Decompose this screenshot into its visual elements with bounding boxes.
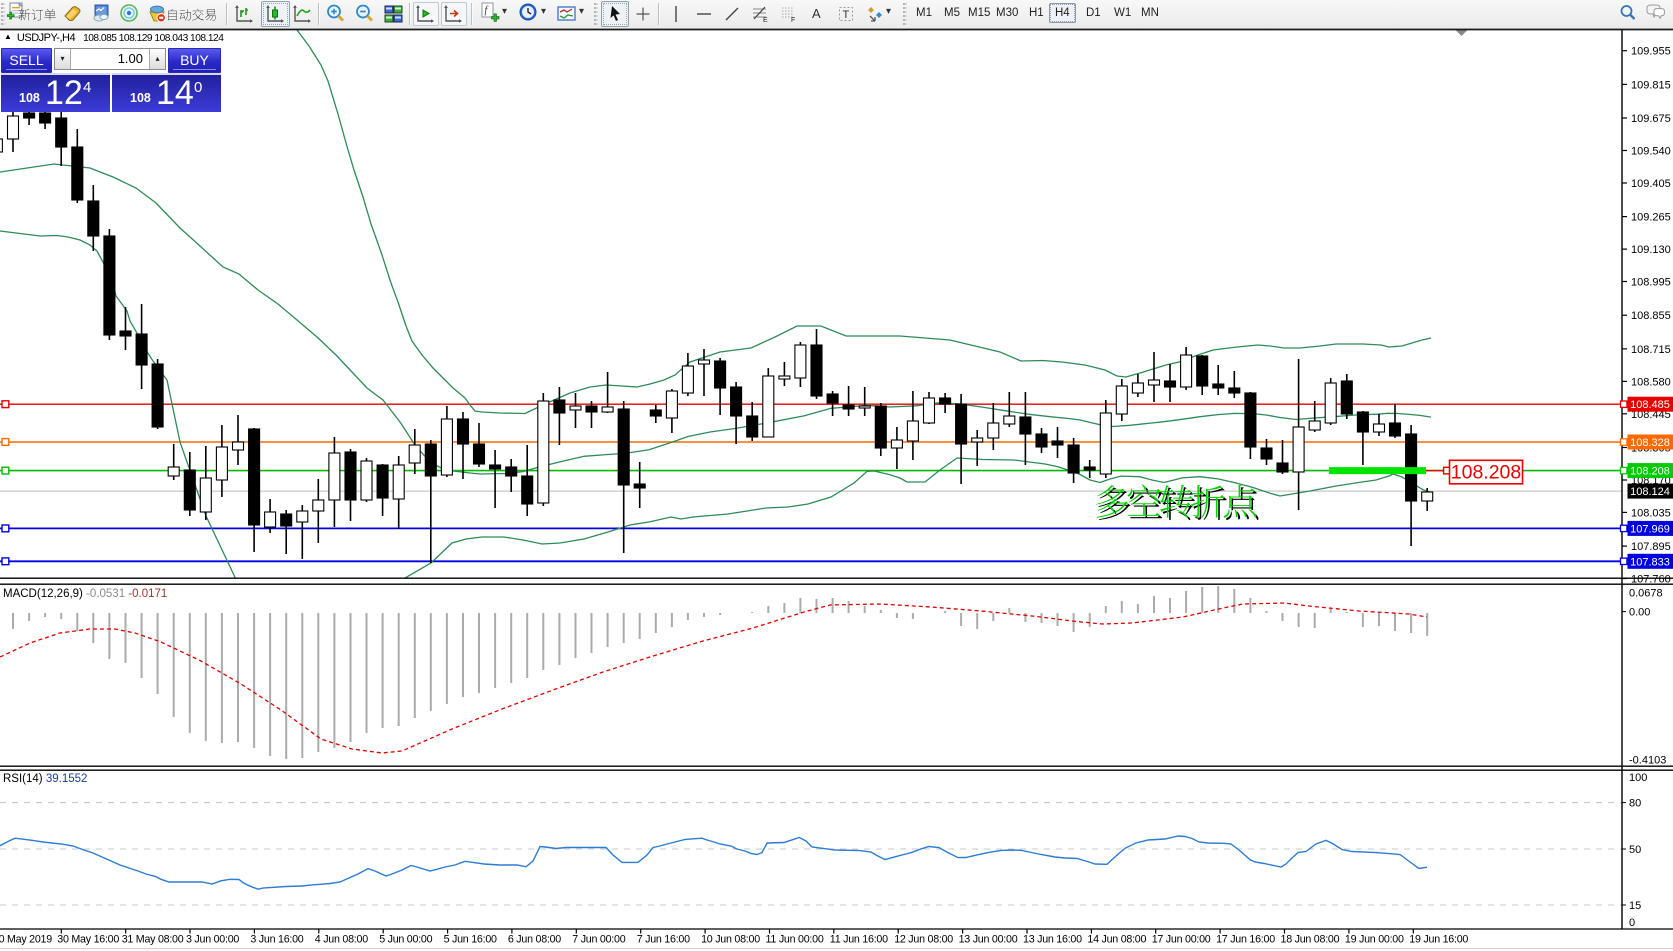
svg-text:108.995: 108.995	[1631, 277, 1671, 289]
svg-text:5 Jun 16:00: 5 Jun 16:00	[444, 934, 497, 946]
svg-text:A: A	[812, 6, 821, 21]
svg-text:3 Jun 16:00: 3 Jun 16:00	[250, 934, 303, 946]
svg-text:7 Jun 16:00: 7 Jun 16:00	[637, 934, 690, 946]
svg-text:109.265: 109.265	[1631, 212, 1671, 224]
svg-text:6 Jun 08:00: 6 Jun 08:00	[508, 934, 561, 946]
svg-text:109.955: 109.955	[1631, 46, 1671, 58]
svg-text:108.035: 108.035	[1631, 507, 1671, 519]
svg-text:13 Jun 00:00: 13 Jun 00:00	[959, 934, 1018, 946]
svg-text:RSI(14) 39.1552: RSI(14) 39.1552	[3, 773, 87, 785]
svg-text:108.580: 108.580	[1631, 376, 1671, 388]
svg-text:30 May 16:00: 30 May 16:00	[57, 934, 119, 946]
svg-text:0.00: 0.00	[1629, 607, 1650, 619]
svg-text:107.895: 107.895	[1631, 541, 1671, 553]
svg-text:14 Jun 08:00: 14 Jun 08:00	[1087, 934, 1146, 946]
svg-text:108.855: 108.855	[1631, 310, 1671, 322]
svg-text:13 Jun 16:00: 13 Jun 16:00	[1023, 934, 1082, 946]
svg-text:109.540: 109.540	[1631, 146, 1671, 158]
svg-text:0: 0	[1629, 917, 1635, 929]
svg-text:108.124: 108.124	[1630, 486, 1670, 498]
svg-text:11 Jun 16:00: 11 Jun 16:00	[830, 934, 888, 946]
svg-text:7 Jun 00:00: 7 Jun 00:00	[572, 934, 625, 946]
svg-text:108.485: 108.485	[1630, 399, 1670, 411]
svg-text:3 Jun 00:00: 3 Jun 00:00	[186, 934, 239, 946]
svg-text:15: 15	[1629, 900, 1641, 912]
svg-text:F: F	[791, 17, 795, 24]
svg-text:50: 50	[1629, 844, 1641, 856]
svg-text:107.833: 107.833	[1630, 556, 1670, 568]
svg-text:108.715: 108.715	[1631, 344, 1671, 356]
svg-text:19 Jun 00:00: 19 Jun 00:00	[1345, 934, 1404, 946]
svg-text:107.969: 107.969	[1630, 523, 1670, 535]
svg-text:MACD(12,26,9) -0.0531 -0.0171: MACD(12,26,9) -0.0531 -0.0171	[3, 588, 167, 600]
svg-text:12 Jun 08:00: 12 Jun 08:00	[894, 934, 953, 946]
svg-text:108.208: 108.208	[1451, 461, 1522, 483]
svg-text:109.130: 109.130	[1631, 244, 1671, 256]
svg-text:109.405: 109.405	[1631, 178, 1671, 190]
svg-text:108.328: 108.328	[1630, 437, 1670, 449]
svg-text:0.0678: 0.0678	[1629, 588, 1663, 600]
svg-text:11 Jun 00:00: 11 Jun 00:00	[766, 934, 824, 946]
svg-text:17 Jun 00:00: 17 Jun 00:00	[1152, 934, 1211, 946]
svg-text:80: 80	[1629, 798, 1641, 810]
svg-text:109.815: 109.815	[1631, 79, 1671, 91]
svg-text:5 Jun 00:00: 5 Jun 00:00	[379, 934, 432, 946]
svg-text:T: T	[843, 9, 850, 21]
svg-text:19 Jun 16:00: 19 Jun 16:00	[1409, 934, 1468, 946]
svg-text:108.445: 108.445	[1631, 409, 1671, 421]
svg-text:18 Jun 08:00: 18 Jun 08:00	[1281, 934, 1340, 946]
svg-text:30 May 2019: 30 May 2019	[0, 934, 52, 946]
svg-text:109.675: 109.675	[1631, 113, 1671, 125]
svg-text:100: 100	[1629, 772, 1647, 784]
svg-text:31 May 08:00: 31 May 08:00	[122, 934, 184, 946]
svg-text:10 Jun 08:00: 10 Jun 08:00	[701, 934, 760, 946]
svg-text:108.208: 108.208	[1630, 466, 1670, 478]
svg-text:E: E	[763, 17, 768, 24]
svg-text:17 Jun 16:00: 17 Jun 16:00	[1216, 934, 1275, 946]
svg-text:-0.4103: -0.4103	[1629, 755, 1666, 767]
svg-text:f: f	[485, 5, 489, 16]
svg-text:4 Jun 08:00: 4 Jun 08:00	[315, 934, 368, 946]
svg-text:107.760: 107.760	[1631, 574, 1671, 586]
